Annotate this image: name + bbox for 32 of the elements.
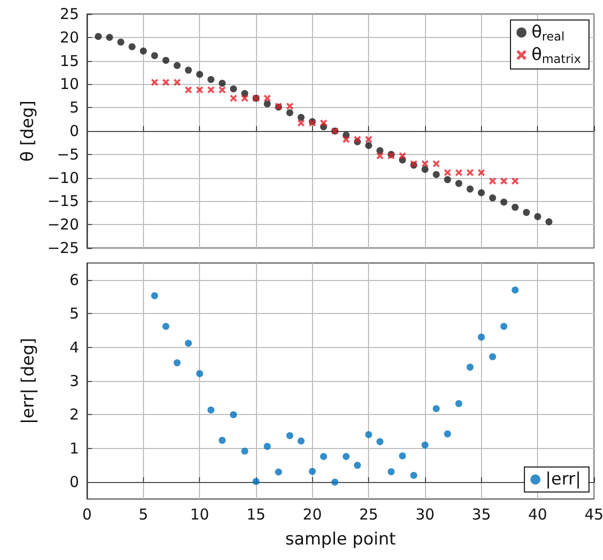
y-tick-label: 20 [60,28,79,46]
y-tick-label: 25 [60,5,79,23]
y-tick-label: 1 [69,439,79,458]
y-tick-label: −10 [47,168,79,187]
x-tick-label: 20 [302,506,322,524]
x-tick-label: 35 [472,506,491,524]
y-tick-label: 5 [69,304,79,323]
y-tick-label: −25 [47,239,79,257]
x-tick-label: 5 [138,506,148,524]
x-axis-title: sample point [285,530,396,550]
x-tick-label: 10 [190,506,210,524]
y-tick-label: −5 [56,145,79,164]
y-tick-label: 15 [60,52,79,70]
y-tick-label: 0 [69,473,79,492]
x-tick-label: 0 [82,506,92,524]
y-tick-label: 6 [69,270,79,289]
y-tick-label: 2 [69,406,79,424]
y-tick-label: 3 [69,372,79,390]
y-tick-label: 5 [69,98,79,117]
x-tick-label: 15 [246,506,266,524]
y-tick-label: 10 [60,75,79,94]
x-tick-label: 30 [415,506,435,524]
y-axis-title: |err| [deg] [18,338,38,424]
y-tick-label: −15 [47,192,79,210]
x-tick-label: 40 [528,506,548,524]
x-tick-label: 25 [359,506,378,524]
y-tick-label: 4 [69,338,79,356]
y-tick-label: −20 [47,216,79,234]
legend-label: |err| [545,470,581,490]
y-tick-label: 0 [69,122,79,140]
y-axis-title: θ [deg] [18,100,38,162]
x-tick-label: 45 [584,506,603,524]
